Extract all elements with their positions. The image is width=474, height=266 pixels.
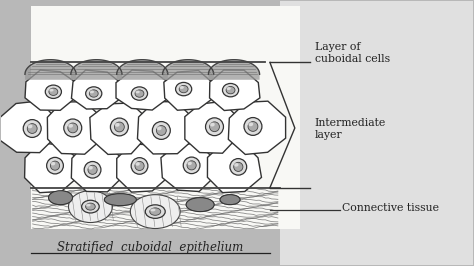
Ellipse shape — [186, 198, 214, 211]
Ellipse shape — [220, 195, 240, 205]
Ellipse shape — [135, 161, 144, 171]
Ellipse shape — [179, 86, 184, 89]
Ellipse shape — [222, 84, 238, 97]
Ellipse shape — [115, 123, 119, 127]
Polygon shape — [72, 70, 120, 109]
Polygon shape — [47, 102, 103, 154]
Ellipse shape — [135, 90, 140, 93]
Ellipse shape — [131, 158, 148, 174]
Polygon shape — [210, 70, 260, 110]
Ellipse shape — [206, 118, 223, 136]
Ellipse shape — [150, 208, 155, 211]
Ellipse shape — [226, 87, 231, 90]
Bar — [280, 1, 474, 265]
Ellipse shape — [186, 198, 214, 211]
Ellipse shape — [49, 88, 58, 95]
Ellipse shape — [82, 200, 99, 213]
Ellipse shape — [104, 194, 137, 206]
Ellipse shape — [64, 119, 82, 137]
Ellipse shape — [68, 124, 73, 128]
Ellipse shape — [156, 126, 162, 130]
Ellipse shape — [50, 161, 60, 170]
Ellipse shape — [86, 203, 95, 210]
Ellipse shape — [187, 161, 192, 165]
Ellipse shape — [230, 159, 246, 175]
Polygon shape — [164, 70, 213, 110]
Ellipse shape — [27, 124, 32, 128]
Ellipse shape — [86, 87, 102, 100]
Ellipse shape — [135, 162, 140, 166]
Ellipse shape — [150, 208, 161, 215]
Polygon shape — [116, 70, 168, 110]
Ellipse shape — [69, 191, 112, 223]
Polygon shape — [90, 103, 146, 154]
Ellipse shape — [152, 122, 170, 139]
Ellipse shape — [110, 118, 128, 136]
Polygon shape — [161, 143, 214, 192]
Ellipse shape — [23, 120, 41, 138]
Ellipse shape — [48, 191, 73, 205]
Ellipse shape — [131, 87, 147, 100]
Ellipse shape — [175, 82, 191, 96]
Ellipse shape — [130, 195, 180, 228]
Ellipse shape — [88, 165, 97, 174]
Ellipse shape — [46, 157, 64, 174]
Polygon shape — [137, 102, 194, 154]
Polygon shape — [185, 102, 238, 153]
Ellipse shape — [88, 166, 93, 170]
Text: Layer of
cuboidal cells: Layer of cuboidal cells — [315, 43, 390, 64]
Ellipse shape — [86, 203, 91, 206]
Polygon shape — [228, 101, 286, 155]
Bar — [31, 6, 300, 230]
Ellipse shape — [145, 205, 165, 218]
Ellipse shape — [89, 90, 98, 97]
Text: Stratified  cuboidal  epithelium: Stratified cuboidal epithelium — [57, 241, 243, 254]
Ellipse shape — [104, 194, 137, 206]
Ellipse shape — [248, 122, 253, 126]
Polygon shape — [208, 142, 262, 193]
Ellipse shape — [187, 161, 196, 170]
Polygon shape — [71, 143, 122, 192]
Text: Intermediate
layer: Intermediate layer — [315, 118, 386, 140]
Ellipse shape — [210, 123, 215, 127]
Polygon shape — [25, 143, 78, 193]
Ellipse shape — [226, 86, 235, 94]
Ellipse shape — [244, 118, 262, 135]
Ellipse shape — [114, 122, 124, 132]
Ellipse shape — [220, 195, 240, 205]
Ellipse shape — [156, 126, 166, 135]
Polygon shape — [117, 144, 168, 192]
Polygon shape — [0, 101, 55, 153]
Ellipse shape — [248, 122, 258, 131]
Ellipse shape — [234, 162, 243, 171]
Ellipse shape — [49, 89, 54, 92]
Ellipse shape — [46, 85, 62, 98]
Ellipse shape — [135, 90, 144, 97]
Ellipse shape — [210, 122, 219, 132]
Ellipse shape — [48, 191, 73, 205]
Ellipse shape — [179, 85, 188, 93]
Ellipse shape — [90, 90, 94, 93]
Ellipse shape — [183, 157, 200, 174]
Ellipse shape — [27, 124, 37, 134]
Text: Connective tissue: Connective tissue — [342, 203, 439, 213]
Ellipse shape — [68, 123, 78, 133]
Polygon shape — [25, 70, 75, 110]
Ellipse shape — [84, 161, 101, 178]
Ellipse shape — [51, 162, 55, 165]
Ellipse shape — [234, 163, 238, 167]
